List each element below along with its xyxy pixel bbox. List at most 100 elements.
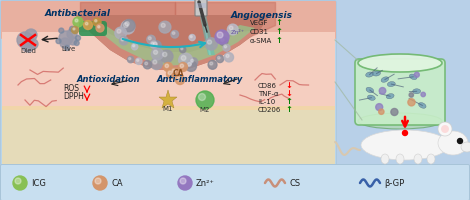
Text: β-GP: β-GP [384, 178, 404, 188]
FancyBboxPatch shape [1, 1, 336, 165]
Circle shape [133, 45, 135, 47]
Ellipse shape [358, 54, 442, 72]
Circle shape [59, 28, 64, 33]
Polygon shape [75, 15, 270, 70]
Ellipse shape [396, 154, 404, 164]
Circle shape [408, 99, 415, 106]
Circle shape [147, 35, 155, 44]
Text: M2: M2 [200, 107, 210, 113]
Circle shape [15, 178, 21, 184]
Circle shape [186, 61, 196, 71]
Ellipse shape [373, 71, 381, 76]
Circle shape [127, 56, 134, 63]
Circle shape [208, 60, 217, 69]
Circle shape [153, 42, 157, 46]
Circle shape [93, 18, 101, 26]
Circle shape [379, 88, 386, 94]
Text: DPPH: DPPH [63, 92, 84, 101]
Circle shape [180, 47, 186, 53]
Circle shape [161, 23, 165, 27]
FancyBboxPatch shape [2, 32, 335, 110]
Circle shape [438, 122, 452, 136]
Circle shape [215, 30, 229, 44]
FancyBboxPatch shape [2, 106, 335, 164]
FancyBboxPatch shape [196, 3, 206, 8]
Circle shape [73, 17, 83, 27]
Circle shape [165, 64, 169, 68]
Circle shape [177, 77, 180, 81]
Text: TNF-α: TNF-α [258, 91, 279, 97]
Text: Antioxidation: Antioxidation [76, 75, 140, 84]
Text: Antibacterial: Antibacterial [45, 9, 111, 18]
Circle shape [123, 19, 135, 32]
Circle shape [227, 24, 238, 35]
Circle shape [95, 178, 101, 184]
Circle shape [457, 138, 462, 144]
Circle shape [217, 32, 223, 38]
Ellipse shape [438, 131, 468, 155]
Circle shape [207, 40, 212, 44]
Ellipse shape [381, 154, 389, 164]
Circle shape [84, 21, 93, 29]
Circle shape [198, 94, 205, 100]
Circle shape [409, 93, 414, 97]
FancyBboxPatch shape [0, 164, 470, 200]
Circle shape [164, 62, 172, 72]
Circle shape [441, 125, 449, 133]
Circle shape [189, 34, 195, 41]
Circle shape [189, 58, 197, 66]
Text: IL-10: IL-10 [258, 99, 275, 105]
Text: Anti-inflammatory: Anti-inflammatory [157, 75, 243, 84]
Text: M1: M1 [163, 106, 173, 112]
Circle shape [121, 20, 135, 34]
Text: ↓: ↓ [285, 81, 292, 90]
Text: Angiogensis: Angiogensis [231, 11, 293, 20]
FancyBboxPatch shape [79, 21, 107, 36]
Circle shape [181, 56, 186, 60]
Circle shape [93, 176, 107, 190]
Text: CD86: CD86 [258, 83, 277, 89]
Text: CD206: CD206 [258, 107, 282, 113]
Circle shape [171, 30, 179, 38]
Circle shape [191, 59, 194, 62]
Text: VEGF: VEGF [250, 20, 268, 26]
Circle shape [119, 36, 128, 45]
Circle shape [67, 29, 77, 39]
Text: CA: CA [172, 69, 184, 78]
Polygon shape [200, 2, 211, 55]
Polygon shape [197, 2, 215, 55]
Circle shape [76, 36, 80, 40]
Text: CS: CS [289, 178, 300, 188]
Polygon shape [90, 25, 260, 70]
Circle shape [56, 39, 61, 44]
Polygon shape [100, 25, 255, 66]
Text: ↑: ↑ [275, 18, 282, 27]
Circle shape [70, 26, 75, 31]
Ellipse shape [409, 74, 417, 80]
Circle shape [151, 42, 154, 45]
Circle shape [218, 56, 220, 59]
Circle shape [129, 58, 131, 60]
Text: Live: Live [61, 46, 75, 52]
Circle shape [402, 130, 407, 136]
Circle shape [160, 50, 173, 63]
Circle shape [376, 104, 383, 111]
Circle shape [154, 50, 157, 54]
Circle shape [391, 108, 398, 116]
Circle shape [172, 69, 176, 73]
Circle shape [98, 26, 100, 28]
Circle shape [414, 72, 419, 77]
Ellipse shape [414, 154, 422, 164]
Ellipse shape [381, 77, 389, 82]
Ellipse shape [358, 113, 442, 129]
Circle shape [73, 28, 75, 30]
Circle shape [151, 58, 162, 70]
Circle shape [59, 31, 73, 45]
Circle shape [153, 60, 157, 64]
FancyBboxPatch shape [2, 2, 335, 38]
Circle shape [143, 61, 152, 69]
Circle shape [171, 68, 180, 76]
Circle shape [226, 54, 229, 58]
Circle shape [71, 26, 78, 33]
Text: ↑: ↑ [285, 105, 292, 114]
